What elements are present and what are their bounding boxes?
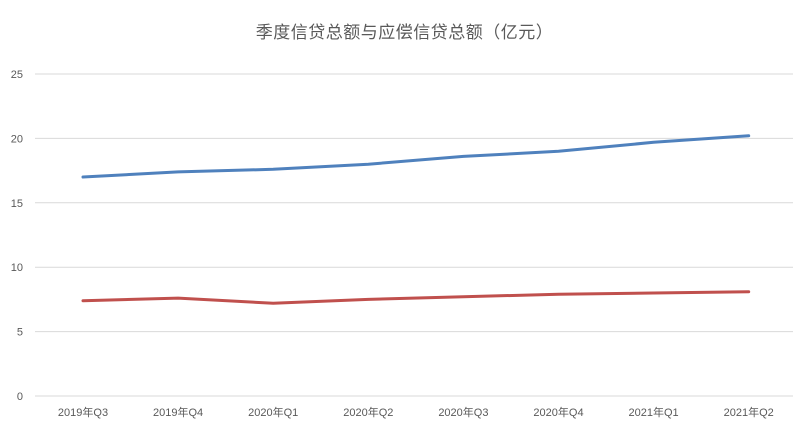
y-tick-label: 0	[17, 391, 23, 403]
series-line-1	[81, 134, 751, 179]
series-lines	[81, 134, 751, 305]
y-tick-label: 5	[17, 327, 23, 339]
x-axis-ticks: 2019年Q3 2019年Q4 2020年Q1 2020年Q2 2020年Q3 2020年…	[58, 405, 774, 419]
x-tick-label: 2020年Q3	[438, 405, 488, 419]
y-tick-label: 15	[11, 198, 23, 210]
x-tick-label: 2020年Q4	[533, 405, 583, 419]
x-tick-label: 2021年Q2	[724, 405, 774, 419]
x-tick-label: 2020年Q1	[248, 405, 298, 419]
chart-title: 季度信贷总额与应偿信贷总额（亿元）	[255, 23, 554, 43]
y-tick-label: 10	[11, 262, 23, 274]
x-tick-label: 2021年Q1	[629, 405, 679, 419]
x-tick-label: 2019年Q4	[153, 405, 203, 419]
y-tick-label: 25	[11, 69, 23, 81]
gridlines	[35, 73, 793, 397]
y-tick-label: 20	[11, 133, 23, 145]
x-tick-label: 2019年Q3	[58, 405, 108, 419]
x-tick-label: 2020年Q2	[343, 405, 393, 419]
y-axis-ticks: 0 5 10 15 20 25	[11, 69, 23, 403]
series-line-2	[81, 290, 751, 305]
